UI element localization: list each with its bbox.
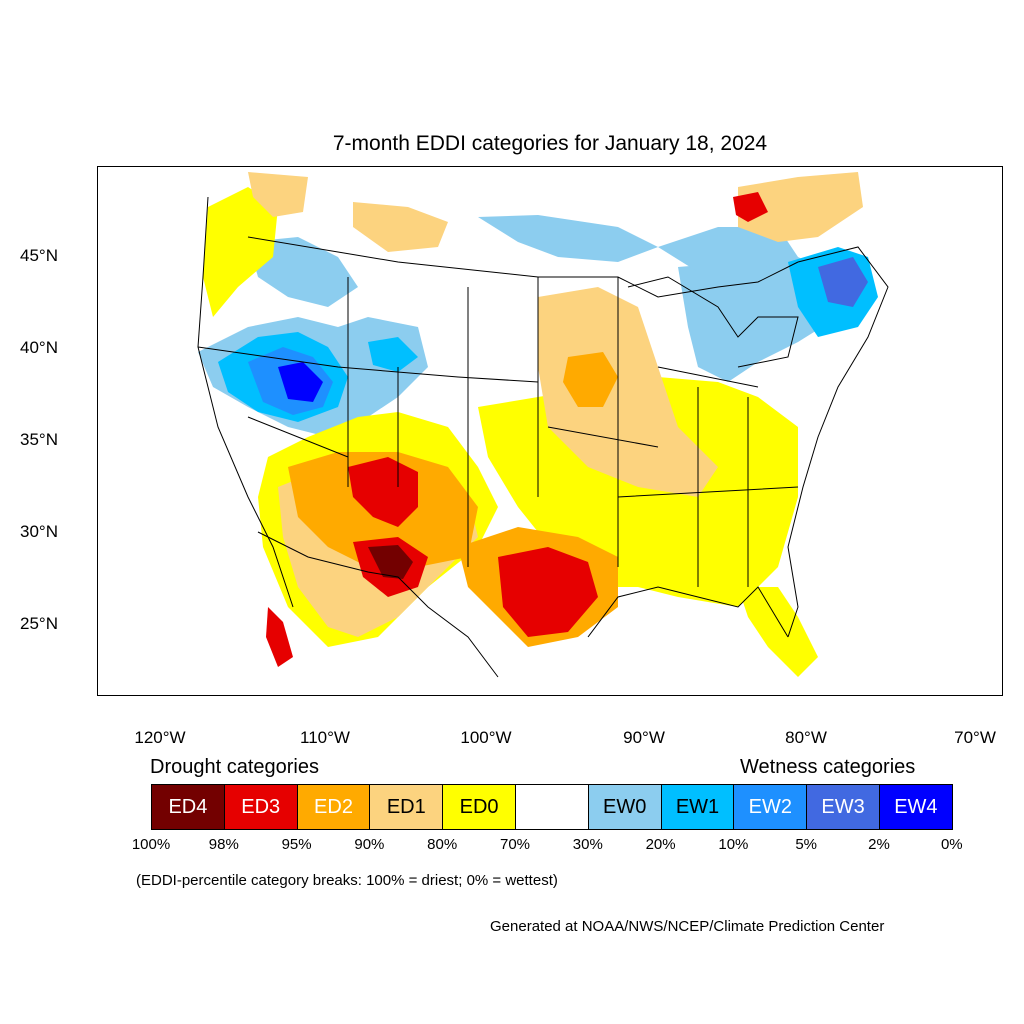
wet-colorado-ew1 xyxy=(368,337,418,372)
legend-break-label: 90% xyxy=(354,836,385,853)
dry-canada-east-ed1 xyxy=(738,172,863,242)
coastline-east xyxy=(787,246,889,638)
us-canada-border xyxy=(247,236,799,298)
dry-baja-ed3 xyxy=(266,607,293,667)
dry-north-ed1 xyxy=(353,202,448,252)
legend-swatch-ed4: ED4 xyxy=(151,784,225,830)
legend-break-label: 30% xyxy=(572,836,603,853)
lon-label-90: 90°W xyxy=(623,728,665,747)
coastline-west xyxy=(197,196,294,608)
legend-break-label: 5% xyxy=(795,836,818,853)
dry-midwest-ed1 xyxy=(538,287,718,497)
wet-northern-rockies-ew0 xyxy=(248,237,358,307)
great-lakes xyxy=(627,276,799,368)
legend-break-label: 98% xyxy=(208,836,239,853)
wetness-caption: Wetness categories xyxy=(740,756,916,778)
legend-break-label: 2% xyxy=(868,836,890,853)
legend-swatch-ed1: ED1 xyxy=(369,784,444,830)
state-lines xyxy=(197,277,799,587)
dry-nm-ed3 xyxy=(348,457,418,527)
boundaries xyxy=(197,196,889,678)
wet-new-england-ew3 xyxy=(818,257,868,307)
dry-canada-west-ed1 xyxy=(248,172,308,217)
legend-break-label: 80% xyxy=(427,836,458,853)
legend-break-label: 20% xyxy=(645,836,676,853)
dry-iowa-ed2 xyxy=(563,352,618,407)
dry-florida-ed0 xyxy=(738,587,818,677)
legend-break-label: 10% xyxy=(718,836,749,853)
map-frame xyxy=(97,166,1003,696)
category-note: (EDDI-percentile category breaks: 100% =… xyxy=(136,872,558,889)
eddi-map xyxy=(98,167,1002,695)
legend-swatch-ew3: EW3 xyxy=(806,784,880,830)
lat-label-45: 45°N xyxy=(20,246,58,265)
lat-label-40: 40°N xyxy=(20,338,58,357)
lon-label-120: 120°W xyxy=(134,728,186,747)
us-mexico-border xyxy=(257,531,499,678)
drought-caption: Drought categories xyxy=(150,756,319,778)
legend-swatch-ew2: EW2 xyxy=(733,784,808,830)
lat-label-35: 35°N xyxy=(20,430,58,449)
lon-label-80: 80°W xyxy=(785,728,827,747)
dry-chihuahua-ed4 xyxy=(368,545,413,579)
legend-swatch-ew0: EW0 xyxy=(587,784,662,830)
lon-label-70: 70°W xyxy=(954,728,996,747)
legend-break-label: 70% xyxy=(499,836,531,853)
legend-swatch-ew4: EW4 xyxy=(879,784,953,830)
legend-swatch-ed2: ED2 xyxy=(296,784,371,830)
legend-break-label: 100% xyxy=(131,836,171,853)
legend-break-label: 0% xyxy=(940,836,963,853)
legend-break-label: 95% xyxy=(281,836,312,853)
lon-label-100: 100°W xyxy=(460,728,512,747)
coastline-gulf xyxy=(587,586,789,638)
lat-label-25: 25°N xyxy=(20,614,58,633)
dry-canada-east-ed3 xyxy=(733,192,768,222)
dry-texas-ed3 xyxy=(498,547,598,637)
lat-label-30: 30°N xyxy=(20,522,58,541)
wet-canada-east-ew0 xyxy=(658,227,798,272)
credit-line: Generated at NOAA/NWS/NCEP/Climate Predi… xyxy=(490,918,885,935)
lon-label-110: 110°W xyxy=(300,728,350,747)
dry-pacific-nw-ed0 xyxy=(203,187,278,317)
legend-swatch-ew1: EW1 xyxy=(660,784,735,830)
legend-swatch-ed0: ED0 xyxy=(442,784,516,830)
map-title: 7-month EDDI categories for January 18, … xyxy=(332,132,768,155)
wet-superior-ew0 xyxy=(478,215,658,262)
wet-great-basin-ew4 xyxy=(278,362,323,402)
legend-swatch-near-normal xyxy=(515,784,589,830)
legend-swatch-ed3: ED3 xyxy=(223,784,298,830)
